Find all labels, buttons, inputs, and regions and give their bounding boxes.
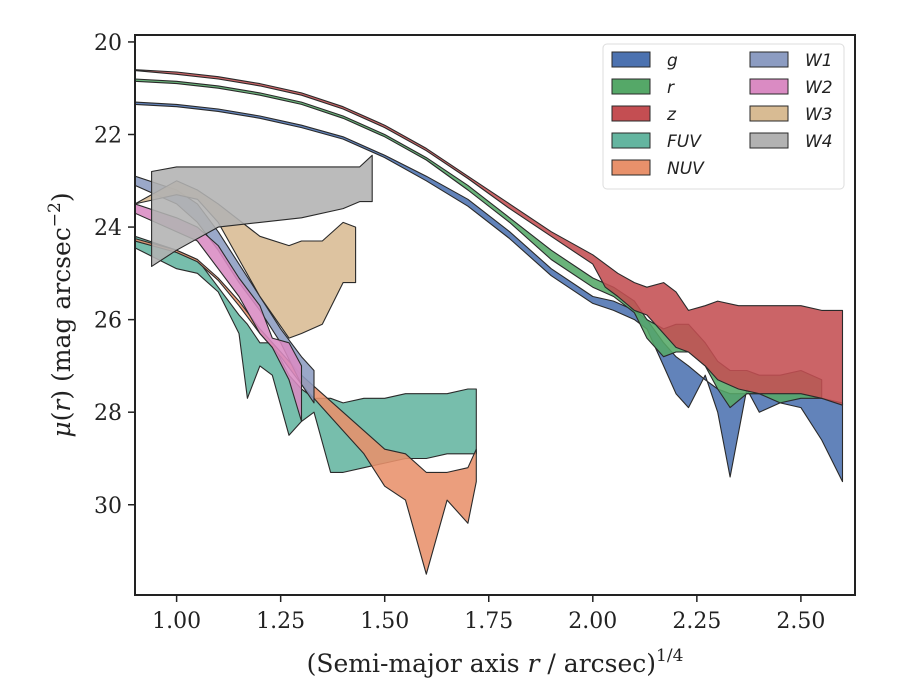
legend-label-g: g: [667, 51, 678, 71]
legend-label-w3: W3: [805, 105, 833, 125]
band-g: [135, 101, 844, 483]
x-tick-label: 2.25: [672, 609, 721, 634]
band-w4: [151, 154, 373, 267]
y-tick-label: 26: [94, 309, 122, 334]
axis-ticks: 1.00 1.25 1.50 1.75 2.00 2.25 2.50 20 22 24 26 28 30: [94, 31, 825, 634]
legend-label-fuv: FUV: [667, 132, 702, 152]
bands-layer: [135, 69, 844, 575]
legend-swatch-r: [611, 78, 651, 95]
band-w2: [135, 203, 303, 422]
x-tick-label: 1.75: [464, 609, 513, 634]
y-tick-label: 24: [94, 216, 122, 241]
y-tick-label: 22: [94, 124, 122, 149]
x-tick-label: 2.00: [568, 609, 617, 634]
legend-label-nuv: NUV: [667, 159, 705, 179]
band-z: [135, 69, 844, 406]
legend-swatch-fuv: [611, 132, 651, 149]
y-tick-label: 28: [94, 401, 122, 426]
y-tick-label: 20: [94, 31, 122, 56]
x-tick-label: 1.00: [152, 609, 201, 634]
x-tick-label: 1.50: [360, 609, 409, 634]
y-axis-label: μ(r) (mag arcsec−2): [45, 192, 76, 437]
legend-label-w1: W1: [805, 51, 833, 71]
legend-label-z: z: [666, 105, 677, 125]
x-tick-label: 1.25: [256, 609, 305, 634]
plot-frame: [134, 34, 856, 596]
y-tick-label: 30: [94, 494, 122, 519]
legend-swatch-w3: [749, 105, 789, 122]
legend-swatch-w1: [749, 51, 789, 68]
x-tick-label: 2.50: [776, 609, 825, 634]
legend-swatch-w4: [749, 132, 789, 149]
legend-swatch-nuv: [611, 159, 651, 176]
legend-swatch-g: [611, 51, 651, 68]
legend: grz FUV NUV W1 W2 W3 W4: [602, 43, 845, 190]
legend-swatch-w2: [749, 78, 789, 95]
legend-label-r: r: [667, 78, 675, 98]
x-axis-label: (Semi-major axis r / arcsec)1/4: [307, 646, 684, 678]
legend-label-w4: W4: [805, 132, 833, 152]
legend-label-w2: W2: [805, 78, 833, 98]
legend-swatch-z: [611, 105, 651, 122]
